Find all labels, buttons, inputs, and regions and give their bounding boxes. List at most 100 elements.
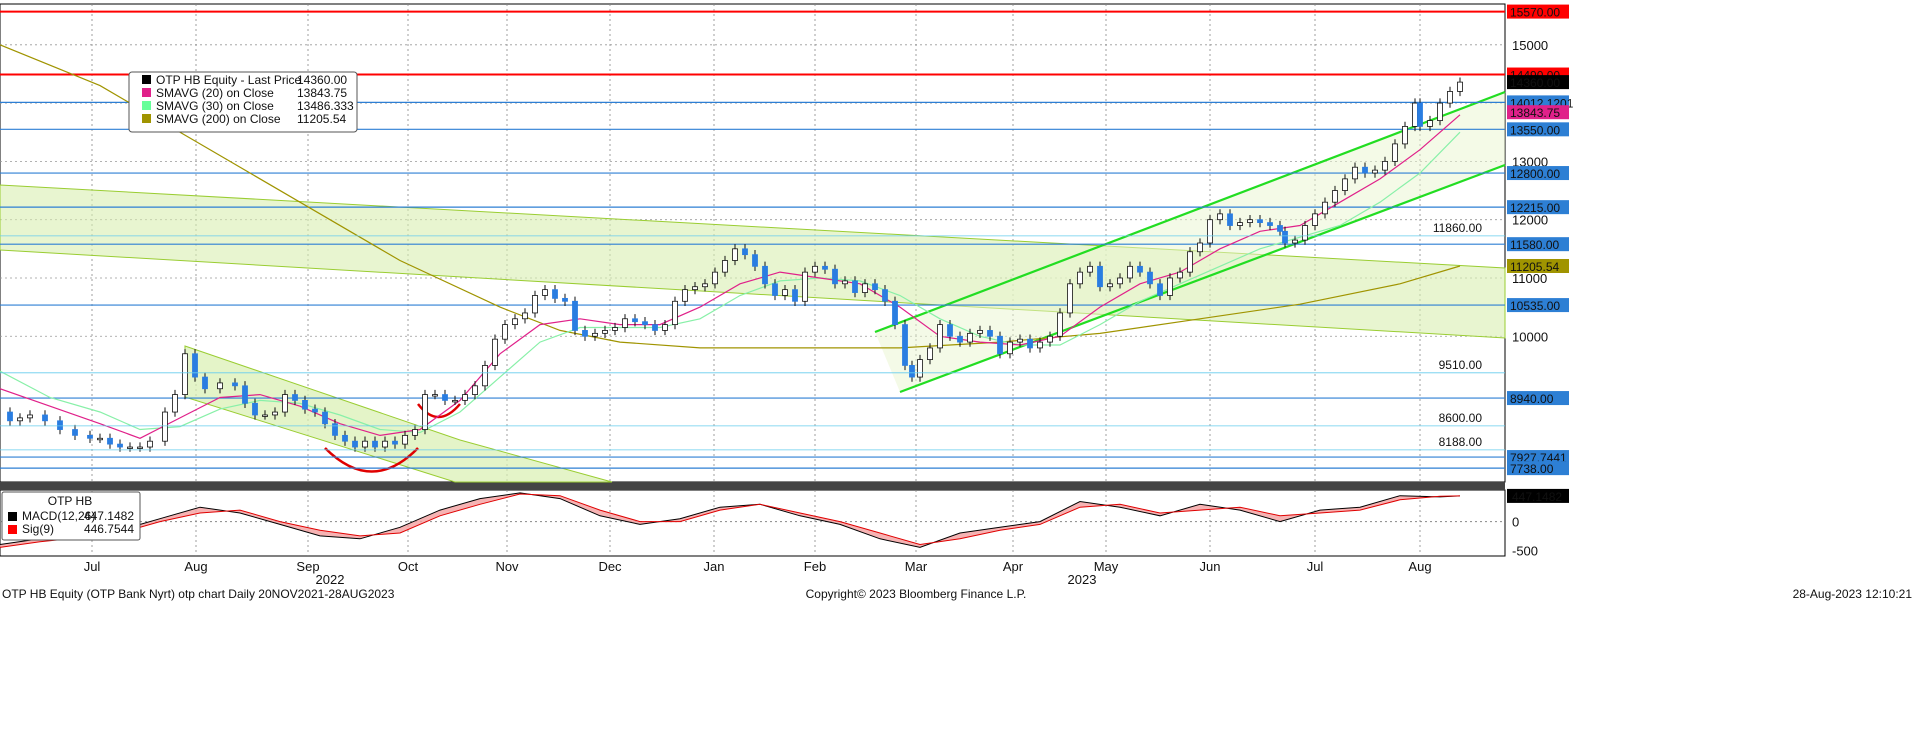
- candle-body: [792, 289, 798, 302]
- candle-body: [882, 289, 888, 302]
- candle-body: [1372, 169, 1378, 174]
- candle-body: [927, 347, 933, 360]
- candle-body: [1402, 126, 1408, 145]
- month-label: Sep: [296, 559, 319, 574]
- candle-body: [1342, 178, 1348, 191]
- candle-body: [1302, 225, 1308, 241]
- candle-body: [282, 394, 288, 413]
- candle-body: [602, 330, 608, 334]
- chart-footer: OTP HB Equity (OTP Bank Nyrt) otp chart …: [2, 587, 1912, 601]
- price-tag-bg: [1507, 166, 1569, 181]
- candle-body: [1007, 341, 1013, 355]
- candle-body: [1292, 239, 1298, 244]
- candle-body: [1017, 338, 1023, 343]
- macd-legend-name: Sig(9): [22, 522, 54, 536]
- candle-body: [712, 271, 718, 285]
- candle-body: [1332, 190, 1338, 203]
- price-tag-bg: [1507, 391, 1569, 406]
- candle-body: [502, 324, 508, 340]
- candle-body: [1077, 271, 1083, 285]
- candle-body: [542, 289, 548, 296]
- price-tag-label: 8940.00: [1510, 392, 1554, 406]
- candle-body: [822, 265, 828, 270]
- price-tick-label: 10000: [1512, 329, 1548, 344]
- macd-legend-swatch: [8, 525, 17, 534]
- uptrend-channel-lower: [899, 163, 1506, 394]
- candle-body: [852, 280, 858, 293]
- fib-labels: 11860.00 9510.00 8600.00 8188.00: [0, 221, 1505, 451]
- candle-body: [362, 440, 368, 448]
- candle-body: [1137, 265, 1143, 273]
- month-label: Nov: [495, 559, 519, 574]
- macd-legend-title: OTP HB: [48, 494, 92, 508]
- macd-legend-value: 446.7544: [84, 522, 134, 536]
- candle-body: [1057, 312, 1063, 337]
- price-tag-bg: [1507, 450, 1569, 465]
- candle-body: [392, 440, 398, 445]
- candle-body: [312, 408, 318, 413]
- candle-body: [72, 429, 78, 436]
- legend-swatch: [142, 101, 151, 110]
- candle-body: [682, 289, 688, 302]
- candle-body: [572, 300, 578, 331]
- candle-body: [1047, 335, 1053, 343]
- candle-body: [947, 324, 953, 337]
- candle-body: [1447, 91, 1453, 104]
- candle-body: [1312, 213, 1318, 226]
- price-tick-label: 12000: [1512, 213, 1548, 228]
- macd-tick-label: -500: [1512, 543, 1538, 558]
- year-label: 2022: [316, 572, 345, 587]
- candle-body: [472, 385, 478, 395]
- candle-body: [1117, 277, 1123, 285]
- candle-body: [632, 318, 638, 323]
- legend-swatch: [142, 88, 151, 97]
- candle-body: [422, 394, 428, 430]
- legend-swatch: [142, 75, 151, 84]
- candle-body: [967, 332, 973, 343]
- candle-body: [802, 271, 808, 302]
- candle-body: [752, 254, 758, 267]
- candle-body: [742, 248, 748, 256]
- footer-center: Copyright© 2023 Bloomberg Finance L.P.: [806, 587, 1027, 601]
- price-axis-labels: 10000110001200013000140001500015570.0014…: [1507, 4, 1574, 476]
- price-tag-label: 12215.00: [1510, 201, 1560, 215]
- candle-body: [937, 324, 943, 349]
- candle-body: [382, 440, 388, 448]
- candle-body: [642, 321, 648, 326]
- candle-body: [1412, 102, 1418, 127]
- candle-body: [1097, 265, 1103, 288]
- legend-entry-name: SMAVG (20) on Close: [156, 86, 274, 100]
- candle-body: [42, 414, 48, 422]
- candle-body: [402, 434, 408, 445]
- candle-body: [532, 295, 538, 314]
- candle-body: [127, 446, 133, 449]
- candle-body: [662, 324, 668, 331]
- candle-body: [1257, 219, 1263, 223]
- candle-body: [117, 443, 123, 448]
- macd-signal-line: [0, 493, 1461, 548]
- candle-body: [1147, 271, 1153, 285]
- month-label: Jun: [1200, 559, 1221, 574]
- candle-body: [512, 318, 518, 326]
- month-label: Feb: [804, 559, 826, 574]
- candle-body: [217, 382, 223, 390]
- candle-body: [1417, 102, 1423, 127]
- candle-body: [522, 312, 528, 320]
- month-label: Jul: [1307, 559, 1324, 574]
- macd-legend-box: [1, 491, 141, 541]
- price-tick-label: 11000: [1512, 271, 1547, 286]
- candle-body: [1352, 166, 1358, 180]
- macd-histogram-fill: [0, 492, 1460, 548]
- candle-body: [782, 289, 788, 296]
- macd-legend-swatch: [8, 512, 17, 521]
- candle-body: [252, 402, 258, 416]
- legend-entry-value: 14360.00: [297, 73, 347, 87]
- macd-current-label: 447.1482: [1512, 490, 1562, 504]
- price-tag-bg: [1507, 4, 1569, 19]
- month-label: Mar: [905, 559, 928, 574]
- price-tag-bg: [1507, 461, 1569, 476]
- candle-body: [862, 283, 868, 293]
- fib-label: 11860.00: [1433, 221, 1482, 235]
